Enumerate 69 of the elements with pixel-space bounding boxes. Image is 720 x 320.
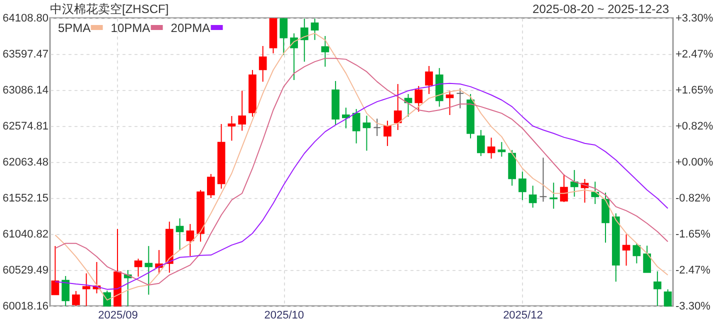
candlestick [456,88,464,109]
candlestick [622,234,630,266]
candlestick [176,218,184,251]
candlestick [72,290,80,306]
candlestick [664,288,672,306]
y-tick-label: 64108.80 [2,12,48,24]
chart-subtitle: 2025-08-20 ~ 2025-12-23 [532,2,670,16]
candlestick [228,115,236,142]
candlestick [290,32,298,81]
y2-tick-label: +2.47% [676,48,714,61]
y-tick-label: 61552.15 [2,192,48,204]
candlestick [280,18,288,56]
candlestick [414,85,423,112]
candlestick [476,130,485,157]
candlestick [602,192,610,244]
candlestick [539,157,548,202]
x-tick-label: 2025/09 [98,310,138,320]
y-tick-label: 60018.16 [2,300,48,312]
y-tick-label: 60529.49 [2,264,48,276]
candlestick [238,90,246,132]
candlestick [186,223,194,257]
y-tick-label: 63597.47 [2,48,48,60]
candlestick [518,171,526,200]
candlestick [425,66,433,95]
candlestick [384,120,392,146]
legend-label: 5PMA [58,21,91,35]
candlestick [550,182,558,210]
candlestick [373,118,381,136]
y-tick-label: 61040.82 [2,228,48,240]
candlestick [570,169,578,198]
legend-label: 10PMA [110,21,150,35]
y-tick-label: 63086.14 [2,84,48,96]
candlestick [342,107,350,129]
candlestick [62,276,70,306]
candlestick [528,185,537,208]
y2-tick-label: -3.30% [676,300,711,312]
chart-title: 中汉棉花卖空[ZHSCF] [50,2,169,16]
candlestick [258,46,267,82]
candlestick [321,36,330,68]
y2-tick-label: +3.30% [676,12,714,24]
y2-tick-label: -0.82% [676,192,711,204]
y-tick-label: 62574.81 [2,120,48,132]
candlestick [643,245,651,273]
y2-tick-label: -1.65% [676,228,711,240]
candlestick [560,174,568,203]
y2-tick-label: -2.47% [676,264,711,276]
legend-label: 20PMA [170,21,210,35]
candlestick [446,90,454,116]
candlestick [134,258,142,278]
candlestick [498,142,506,158]
candlestick [632,242,641,264]
x-tick-label: 2025/12 [503,310,543,320]
candlestick [394,84,402,130]
candlestick [144,246,153,296]
x-tick-label: 2025/10 [264,310,304,320]
candlestick [82,272,90,306]
candlestick [310,18,319,40]
candlestick [487,137,496,160]
y2-tick-label: +0.82% [676,120,714,133]
candlestick [300,18,308,62]
candlestick [654,270,662,306]
candlestick [207,174,215,199]
y2-tick-label: +1.65% [676,84,714,96]
candlestick [362,115,371,152]
candlestick [51,246,60,296]
candlestick [352,108,360,144]
y2-tick-label: +0.00% [676,156,714,168]
y-tick-label: 62063.48 [2,156,48,168]
candlestick [103,290,112,306]
